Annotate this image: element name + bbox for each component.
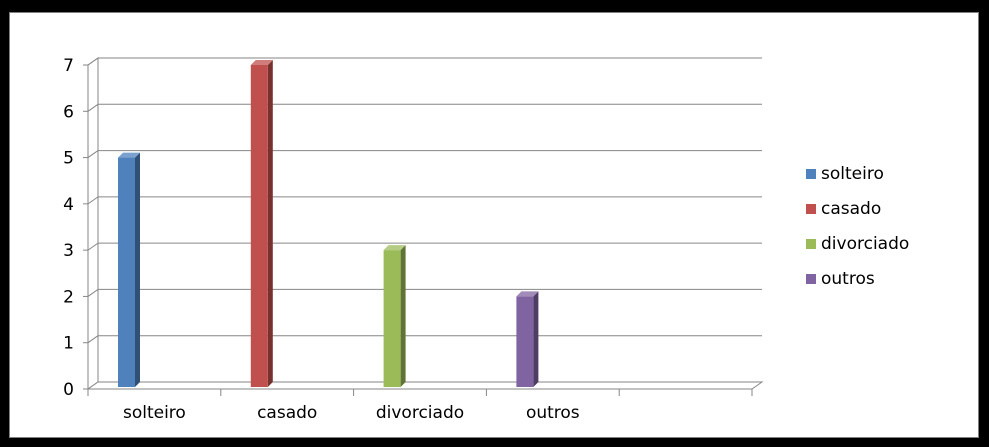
gridline-side	[87, 196, 99, 205]
legend-swatch	[806, 169, 816, 179]
legend-item-divorciado: divorciado	[806, 234, 909, 254]
gridline-side	[87, 103, 99, 112]
y-tick-label: 0	[63, 380, 74, 400]
legend-swatch	[806, 274, 816, 284]
gridlines	[87, 57, 762, 390]
y-tick-label: 7	[63, 56, 74, 76]
y-tick-label: 6	[63, 102, 74, 122]
x-category-label: casado	[257, 403, 317, 423]
y-tick-label: 5	[63, 149, 74, 169]
legend-swatch	[806, 204, 816, 214]
y-axis-ticks: 0 1 2 3 4 5 6 7	[63, 56, 753, 400]
bar-front	[250, 65, 268, 387]
y-tick-label: 4	[63, 195, 74, 215]
x-axis-categories: solteiro casado divorciado outros	[123, 403, 580, 423]
bar-outros	[516, 291, 539, 387]
legend-label: solteiro	[821, 164, 884, 184]
bar-top	[250, 60, 273, 65]
y-tick-label: 1	[63, 334, 74, 354]
x-category-label: divorciado	[376, 403, 464, 423]
x-category-label: solteiro	[123, 403, 186, 423]
legend-item-solteiro: solteiro	[806, 164, 884, 184]
bar-front	[516, 296, 534, 387]
gridline-side	[87, 335, 99, 344]
bars	[118, 60, 539, 387]
bar-side	[533, 291, 539, 387]
bar-side	[135, 152, 140, 387]
bar-side	[267, 60, 273, 387]
floor	[86, 381, 764, 390]
plot-back-wall	[86, 57, 764, 390]
legend-item-outros: outros	[806, 269, 875, 289]
gridline-side	[87, 150, 99, 158]
legend-label: outros	[821, 269, 875, 289]
y-tick-label: 3	[63, 241, 74, 261]
bar-front	[118, 157, 135, 387]
legend-item-casado: casado	[806, 199, 881, 219]
x-category-label: outros	[526, 403, 580, 423]
bar-side	[400, 245, 406, 387]
bar-casado	[250, 60, 273, 387]
gridline-side	[87, 242, 99, 251]
bar-top	[383, 245, 406, 251]
bar-divorciado	[383, 245, 406, 387]
gridline-side	[87, 289, 99, 297]
bar-top	[516, 291, 539, 297]
legend-label: casado	[821, 199, 881, 219]
legend: solteiro casado divorciado outros	[806, 164, 909, 289]
bar-top	[118, 152, 140, 158]
bar-front	[383, 250, 401, 387]
gridline-side	[87, 57, 99, 66]
legend-swatch	[806, 239, 816, 249]
y-tick-label: 2	[63, 287, 74, 307]
bar-solteiro	[118, 152, 140, 387]
legend-label: divorciado	[821, 234, 909, 254]
